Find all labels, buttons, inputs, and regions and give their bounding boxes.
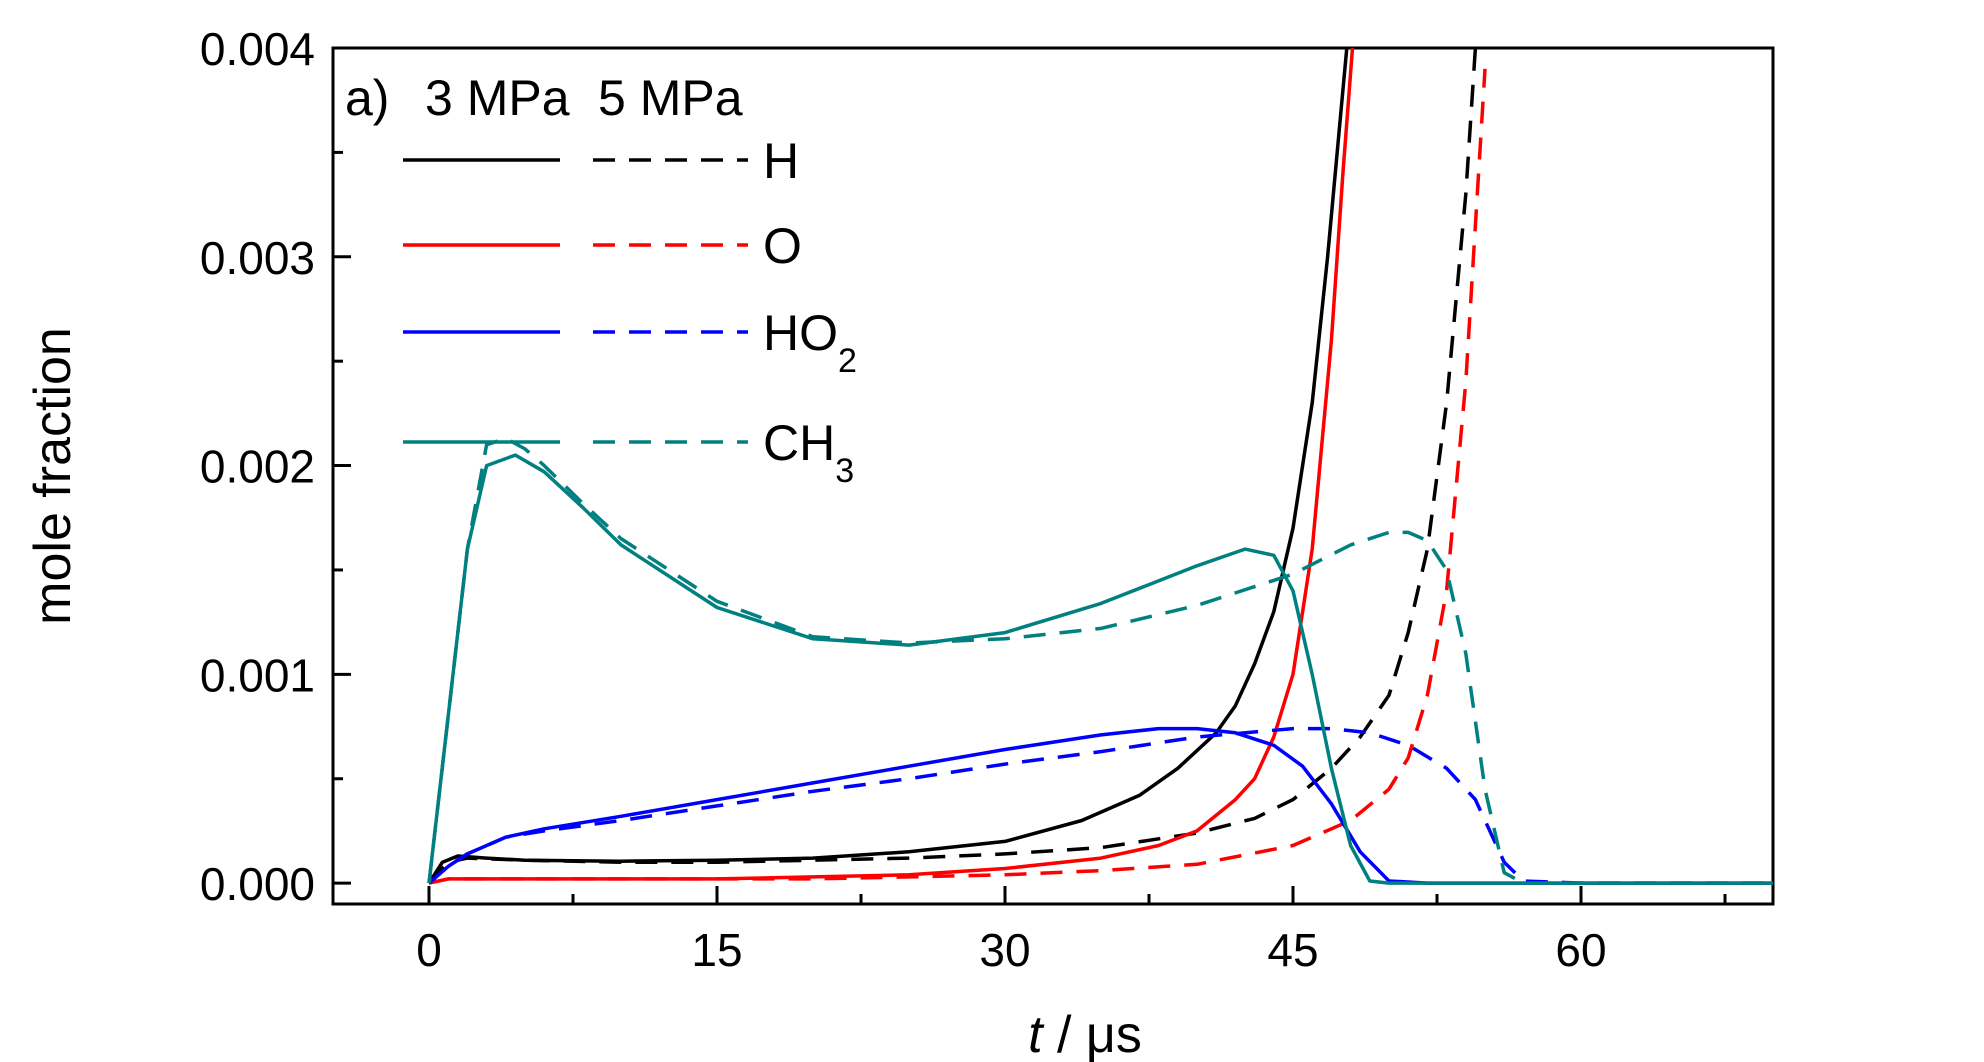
x-axis-title-rest: / μs — [1043, 1006, 1142, 1062]
x-tick-label: 60 — [1555, 924, 1606, 976]
series-line-ch3-3mpa — [427, 453, 1773, 885]
x-tick-label: 45 — [1267, 924, 1318, 976]
legend: a) 3 MPa 5 MPa HO HO2 CH3 — [345, 70, 857, 490]
y-tick-label: 0.003 — [200, 232, 315, 284]
legend-header-3mpa: 3 MPa — [425, 70, 570, 126]
series-line-o-5mpa — [428, 68, 1487, 885]
legend-label: HO2 — [763, 305, 857, 380]
legend-label: CH3 — [763, 415, 854, 490]
x-tick-label: 0 — [416, 924, 442, 976]
y-tick-label: 0.001 — [200, 649, 315, 701]
legend-header-5mpa: 5 MPa — [598, 70, 743, 126]
y-tick-label: 0.004 — [200, 23, 315, 75]
series-line-ho2-5mpa — [427, 726, 1773, 885]
y-tick-label: 0.002 — [200, 441, 315, 493]
x-tick-label: 30 — [979, 924, 1030, 976]
y-axis-title: mole fraction — [24, 327, 82, 625]
x-axis-title-italic: t — [1028, 1006, 1045, 1062]
x-axis-title: t / μs — [1028, 1006, 1142, 1062]
plot-frame — [331, 46, 1775, 906]
series-line-o-3mpa — [428, 48, 1355, 885]
x-tick-label: 15 — [691, 924, 742, 976]
y-tick-label: 0.000 — [200, 858, 315, 910]
ticks: 0 15 30 45 60 0.000 0.001 0.002 0.003 0.004 — [200, 23, 1727, 976]
series-lines — [427, 48, 1773, 885]
series-line-h-3mpa — [427, 48, 1349, 885]
panel-label: a) — [345, 70, 389, 126]
legend-label: O — [763, 218, 802, 274]
legend-label: H — [763, 133, 799, 189]
